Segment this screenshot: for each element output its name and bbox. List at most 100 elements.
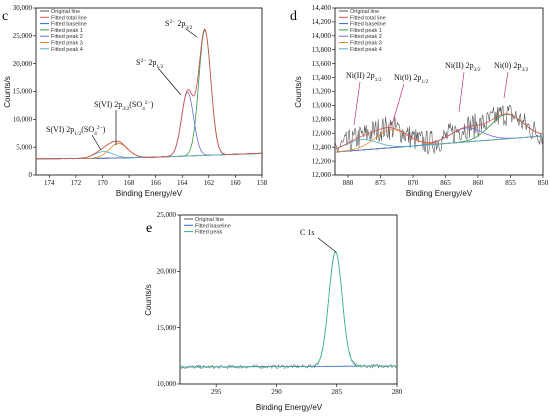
- x-tick-label: 164: [177, 179, 188, 187]
- curves-c: [35, 28, 263, 160]
- x-tick-label: 290: [271, 388, 282, 396]
- legend-entry: Original line: [51, 9, 80, 15]
- curves-d: [334, 104, 544, 155]
- chart-panel-c: c 174 172 170 168 166 164 162 160 158 0 5,000 10,00…: [2, 4, 268, 198]
- y-tick-label: 20,000: [13, 60, 33, 68]
- x-tick-label: 158: [257, 179, 268, 187]
- axis-ticks-c: 174 172 170 168 166 164 162 160 158 0 5,000 10,000 1…: [13, 4, 268, 187]
- legend-entry: Fitted baseline: [350, 22, 386, 28]
- x-tick-label: 880: [343, 179, 354, 187]
- y-axis-label-e: Counts/s: [144, 284, 153, 316]
- y-tick-label: 13,800: [312, 46, 332, 54]
- y-tick-label: 20,000: [157, 268, 177, 276]
- chart-panel-d: d 880 875 870 865 860 855 850 12,000 12,200 12,40…: [290, 4, 549, 198]
- y-tick-label: 0: [29, 171, 33, 179]
- legend-entry: Fitted baseline: [51, 22, 87, 28]
- y-tick-label: 13,000: [312, 102, 332, 110]
- axis-ticks-e: 295 290 285 280 10,000 15,000 20,000 25,000: [157, 211, 403, 396]
- annotation-arrow: [91, 134, 102, 151]
- x-tick-label: 865: [440, 179, 451, 187]
- x-tick-label: 295: [211, 388, 222, 396]
- y-tick-label: 12,200: [312, 157, 332, 165]
- x-tick-label: 855: [505, 179, 516, 187]
- y-tick-label: 14,400: [312, 4, 332, 12]
- y-tick-label: 30,000: [13, 4, 33, 12]
- panel-letter-d: d: [290, 9, 297, 24]
- y-tick-label: 25,000: [13, 32, 33, 40]
- legend-entry: Fitted peak 1: [350, 28, 382, 34]
- y-tick-label: 15,000: [157, 324, 177, 332]
- plot-area-e: [179, 214, 398, 385]
- y-axis-label-c: Counts/s: [3, 76, 12, 108]
- x-axis-label-e: Binding Energy/eV: [256, 403, 323, 412]
- x-tick-label: 860: [473, 179, 484, 187]
- annotation-arrow: [391, 83, 405, 126]
- fitted-peak-1: [180, 251, 397, 368]
- y-tick-label: 14,200: [312, 18, 332, 26]
- y-tick-label: 13,600: [312, 60, 332, 68]
- y-tick-label: 12,400: [312, 143, 332, 151]
- x-tick-label: 870: [408, 179, 419, 187]
- legend-entry: Fitted baseline: [195, 223, 231, 229]
- y-tick-label: 12,800: [312, 116, 332, 124]
- y-tick-label: 13,400: [312, 74, 332, 82]
- legend-entry: Fitted total line: [350, 15, 386, 21]
- legend-entry: Original line: [350, 9, 379, 15]
- y-tick-label: 10,000: [13, 116, 33, 124]
- annotation-arrow: [353, 81, 361, 126]
- annotation-arrow: [157, 67, 182, 96]
- panel-letter-e: e: [146, 221, 152, 236]
- y-tick-label: 15,000: [13, 88, 33, 96]
- x-axis-label-d: Binding Energy/eV: [406, 189, 473, 198]
- legend-entry: Fitted peak 4: [51, 47, 83, 53]
- plot-area-c: [35, 7, 263, 176]
- fitted-total-line: [35, 28, 262, 160]
- y-tick-label: 13,200: [312, 88, 332, 96]
- x-tick-label: 875: [375, 179, 386, 187]
- x-tick-label: 168: [124, 179, 135, 187]
- y-axis-label-d: Counts/s: [294, 76, 303, 108]
- x-tick-label: 160: [230, 179, 241, 187]
- x-tick-label: 170: [97, 179, 108, 187]
- legend-entry: Fitted peak 3: [51, 41, 83, 47]
- curves-e: [179, 251, 398, 370]
- annotation-arrow: [185, 28, 198, 38]
- annotation-arrow: [503, 71, 509, 99]
- x-tick-label: 162: [204, 179, 215, 187]
- legend-entry: Fitted peak 2: [51, 34, 83, 40]
- plot-area-d: [334, 7, 544, 176]
- legend-entry: Fitted peak: [195, 230, 222, 236]
- legend-entry: Fitted total line: [51, 15, 87, 21]
- legend-entry: Fitted peak 4: [350, 47, 382, 53]
- x-tick-label: 166: [150, 179, 161, 187]
- legend-entry: Original line: [195, 217, 224, 223]
- y-tick-label: 10,000: [157, 380, 177, 388]
- annotation-arrow: [458, 71, 465, 113]
- annotation-c1s: C 1s: [300, 228, 337, 253]
- x-axis-label-c: Binding Energy/eV: [116, 189, 183, 198]
- x-tick-label: 174: [44, 179, 55, 187]
- panel-letter-c: c: [2, 9, 8, 24]
- y-tick-label: 12,000: [312, 171, 332, 179]
- x-tick-label: 280: [392, 388, 403, 396]
- y-tick-label: 25,000: [157, 211, 177, 219]
- annotation-arrow: [317, 237, 337, 253]
- fitted-peak-4: [334, 135, 544, 150]
- y-tick-label: 5,000: [16, 143, 32, 151]
- legend-entry: Fitted peak 1: [51, 28, 83, 34]
- original-line: [334, 104, 544, 155]
- axis-ticks-d: 880 875 870 865 860 855 850 12,000 12,200 12,400 1…: [312, 4, 549, 187]
- x-tick-label: 172: [71, 179, 82, 187]
- fitted-total-line: [334, 113, 544, 150]
- legend-entry: Fitted peak 3: [350, 41, 382, 47]
- y-tick-label: 12,600: [312, 129, 332, 137]
- chart-panel-e: e 295 290 285 280 10,000 15,000 20,000 25,000 O…: [144, 211, 403, 412]
- x-tick-label: 850: [538, 179, 549, 187]
- annotation-text: C 1s: [300, 228, 314, 237]
- y-tick-label: 14,000: [312, 32, 332, 40]
- x-tick-label: 285: [331, 388, 342, 396]
